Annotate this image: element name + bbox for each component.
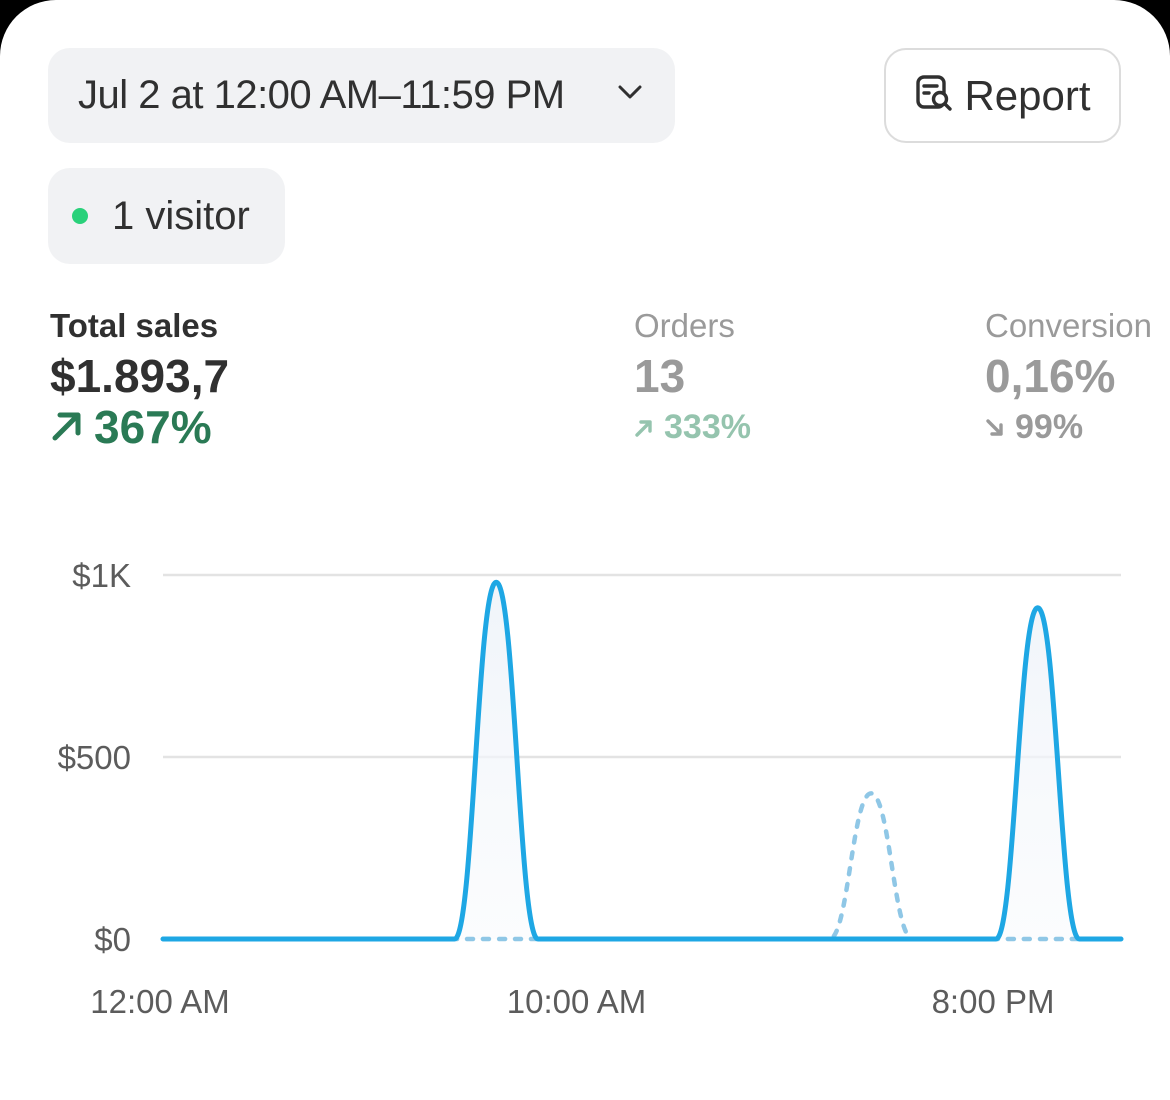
chevron-down-icon — [617, 84, 643, 105]
series-area-fill — [163, 582, 1121, 939]
metric-change: 333% — [634, 408, 751, 447]
y-tick-label: $1K — [72, 557, 131, 594]
metric-label: Total sales — [50, 307, 219, 344]
date-range-picker[interactable]: Jul 2 at 12:00 AM–11:59 PM — [48, 48, 675, 143]
series-line-comparison — [160, 791, 1124, 942]
chart-gridlines — [163, 573, 1121, 759]
y-tick-label: $500 — [58, 739, 131, 776]
metric-label: Conversion — [985, 307, 1152, 344]
metric-value: $1.893,7 — [50, 350, 230, 402]
series-line-current — [160, 579, 1124, 942]
chart-area — [163, 582, 1121, 939]
metric-change-value: 333% — [664, 408, 751, 446]
metric-change-value: 367% — [94, 401, 212, 453]
report-label: Report — [964, 71, 1091, 119]
sales-line-chart: $0 $500 $1K 12:00 AM 10:00 AM 8:00 PM — [58, 557, 1124, 1020]
live-visitors-pill[interactable]: 1 visitor — [48, 168, 285, 264]
x-tick-label: 10:00 AM — [507, 983, 646, 1020]
live-status-dot — [72, 208, 88, 224]
metric-change-value: 99% — [1015, 408, 1084, 446]
x-tick-label: 12:00 AM — [90, 983, 229, 1020]
visitor-count: 1 visitor — [112, 193, 250, 238]
metric-total-sales[interactable]: Total sales $1.893,7 367% — [50, 306, 229, 454]
metric-value: 13 — [634, 350, 686, 402]
chart-series — [160, 579, 1124, 942]
report-button[interactable]: Report — [884, 48, 1121, 143]
metric-change: 367% — [50, 400, 229, 454]
metric-change: 99% — [985, 408, 1170, 447]
chart-axis-labels: $0 $500 $1K 12:00 AM 10:00 AM 8:00 PM — [58, 557, 1055, 1020]
arrow-up-right-icon — [634, 408, 654, 447]
arrow-up-right-icon — [50, 400, 84, 454]
report-search-icon — [914, 73, 954, 118]
metric-conversion[interactable]: Conversion 0,16% 99% — [985, 306, 1170, 447]
x-tick-label: 8:00 PM — [932, 983, 1055, 1020]
metric-value: 0,16% — [985, 350, 1116, 402]
metric-orders[interactable]: Orders 13 333% — [634, 306, 751, 447]
date-range-label: Jul 2 at 12:00 AM–11:59 PM — [78, 73, 565, 117]
y-tick-label: $0 — [94, 921, 131, 958]
metric-label: Orders — [634, 307, 735, 344]
arrow-down-right-icon — [985, 408, 1005, 447]
